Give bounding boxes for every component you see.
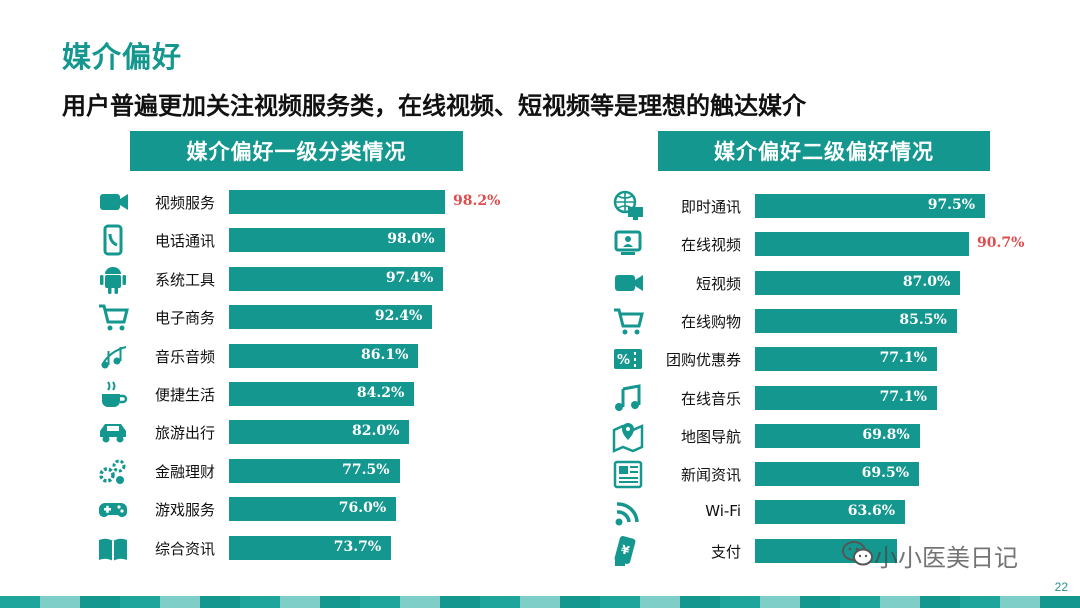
slide-subtitle: 用户普遍更加关注视频服务类，在线视频、短视频等是理想的触达媒介 [62, 92, 806, 120]
category-label: 综合资讯 [154, 539, 215, 558]
payment-icon: ¥ [614, 535, 636, 566]
category-label: 旅游出行 [154, 424, 215, 443]
category-label: 电子商务 [154, 309, 215, 328]
newspaper-icon [613, 460, 643, 489]
bar [755, 462, 920, 487]
bar [229, 190, 446, 214]
data-label: 97.4% [385, 269, 434, 286]
left-bar-chart: 视频服务 98.2% 电话通讯 98.0% 系统工具 97.4% 电子商务 92.4% 音乐音频… [99, 190, 501, 561]
shopping-cart-icon [614, 308, 644, 335]
category-label: 金融理财 [154, 462, 215, 481]
shopping-cart-icon [99, 304, 129, 331]
category-label: 在线购物 [680, 312, 741, 331]
wechat-logo-icon [842, 541, 873, 566]
bar [229, 382, 415, 406]
data-label: 98.0% [387, 231, 435, 248]
bar [229, 228, 445, 253]
bar [229, 497, 397, 522]
bar [755, 538, 897, 563]
data-label: 77.1% [879, 350, 927, 367]
bar [229, 266, 444, 291]
category-label: 音乐音频 [154, 347, 215, 366]
bar [755, 347, 937, 372]
android-icon [100, 266, 126, 294]
category-label: 短视频 [695, 274, 741, 293]
bar [755, 232, 970, 257]
category-label: 电话通讯 [154, 232, 215, 251]
data-label: 86.1% [361, 346, 409, 363]
data-label: 63.6% [847, 503, 896, 520]
data-label: 77.5% [342, 461, 390, 478]
online-video-icon [614, 230, 642, 256]
coupon-icon: % [614, 349, 642, 370]
video-camera-icon [615, 274, 643, 291]
category-label: 团购优惠券 [665, 351, 741, 370]
bar [229, 343, 419, 368]
left-chart-header: 媒介偏好一级分类情况 [130, 131, 463, 171]
map-pin-icon [612, 422, 644, 453]
data-label: 73.7% [333, 538, 382, 555]
category-label: 新闻资讯 [680, 466, 741, 485]
video-camera-icon [100, 194, 128, 210]
category-label: 系统工具 [154, 270, 215, 289]
wifi-icon [615, 502, 639, 526]
bar [755, 194, 986, 218]
bar [755, 308, 957, 333]
category-label: 游戏服务 [154, 501, 215, 520]
data-label: 98.2% [453, 193, 501, 209]
phone-icon [103, 224, 123, 256]
category-label: 视频服务 [154, 194, 215, 212]
globe-monitor-icon [613, 190, 643, 220]
bar [755, 385, 937, 410]
slide-title: 媒介偏好 [62, 40, 183, 74]
svg-text:%: % [617, 353, 630, 368]
data-label: 84.2% [356, 385, 405, 401]
footer-stripe [0, 596, 1080, 608]
data-label: 69.8% [862, 426, 910, 443]
category-label: 在线视频 [680, 236, 741, 255]
category-label: 在线音乐 [680, 389, 741, 408]
music-notes-icon [101, 345, 127, 369]
category-label: Wi-Fi [705, 502, 741, 521]
book-icon [99, 538, 127, 561]
data-label: 97.5% [927, 197, 976, 213]
category-label: 便捷生活 [154, 386, 215, 404]
bar [755, 500, 906, 525]
data-label: 87.0% [902, 273, 951, 290]
page-number: 22 [1054, 580, 1068, 594]
gamepad-icon [99, 503, 127, 518]
data-label: 85.5% [899, 311, 947, 328]
bar [229, 458, 400, 483]
data-label: 77.1% [879, 388, 927, 405]
bar [229, 420, 410, 445]
right-bar-chart: 即时通讯 97.5% 在线视频 90.7% 短视频 87.0% 在线购物 85.5%% 团购优惠… [540, 0, 1080, 608]
category-label: 即时通讯 [680, 198, 741, 216]
coffee-cup-icon [102, 381, 128, 407]
bar [229, 535, 392, 560]
bar [755, 423, 920, 448]
car-icon [100, 424, 126, 443]
bar [229, 305, 433, 330]
music-note-icon [615, 383, 641, 411]
watermark: 小小医美日记 [874, 544, 1018, 572]
finance-gears-icon [99, 459, 126, 484]
data-label: 90.7% [977, 235, 1025, 252]
category-label: 地图导航 [680, 427, 741, 446]
data-label: 92.4% [374, 308, 423, 325]
data-label: 82.0% [352, 423, 400, 440]
category-label: 支付 [710, 542, 741, 561]
bar [755, 270, 961, 295]
data-label: 69.5% [861, 465, 910, 482]
right-chart-header: 媒介偏好二级偏好情况 [658, 131, 990, 171]
data-label: 76.0% [338, 500, 387, 517]
